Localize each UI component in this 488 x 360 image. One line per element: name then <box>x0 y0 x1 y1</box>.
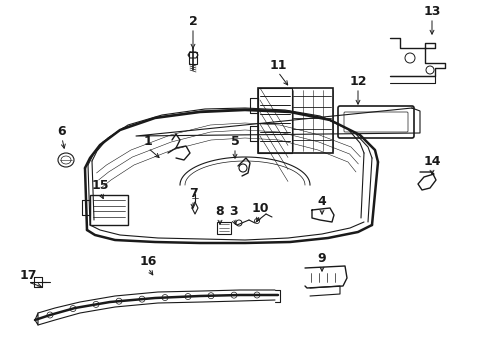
Text: 16: 16 <box>139 255 156 268</box>
Text: 10: 10 <box>251 202 268 215</box>
Text: 11: 11 <box>269 59 286 72</box>
Text: 6: 6 <box>58 125 66 138</box>
Text: 9: 9 <box>317 252 325 265</box>
Text: 4: 4 <box>317 195 325 208</box>
Text: 3: 3 <box>228 205 237 218</box>
Text: 12: 12 <box>348 75 366 88</box>
Text: 5: 5 <box>230 135 239 148</box>
Text: 13: 13 <box>423 5 440 18</box>
Text: 15: 15 <box>91 179 108 192</box>
Text: 1: 1 <box>143 135 152 148</box>
Text: 7: 7 <box>188 187 197 200</box>
Text: 8: 8 <box>215 205 224 218</box>
Text: 17: 17 <box>19 269 37 282</box>
Text: 2: 2 <box>188 15 197 28</box>
Text: 14: 14 <box>423 155 440 168</box>
